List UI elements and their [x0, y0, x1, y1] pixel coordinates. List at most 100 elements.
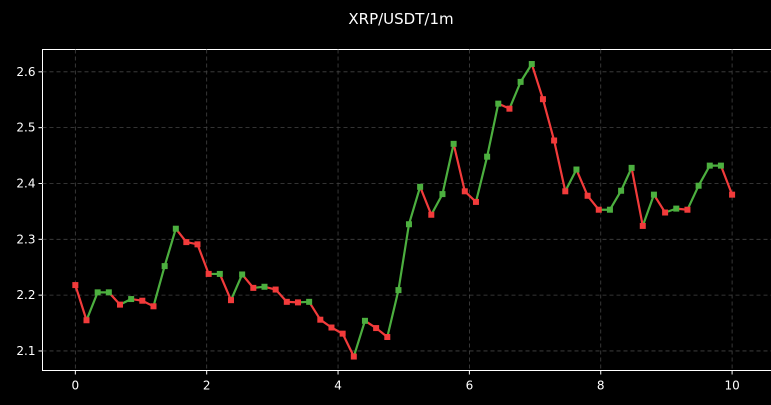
data-point: [283, 298, 290, 305]
data-point: [639, 222, 646, 229]
data-point: [650, 191, 657, 198]
data-point: [573, 166, 580, 173]
data-point: [239, 271, 246, 278]
y-tick-label: 2.2: [16, 288, 35, 302]
line-segment: [686, 184, 700, 211]
data-point: [439, 191, 446, 198]
line-segment: [641, 193, 656, 228]
data-point: [528, 61, 535, 68]
data-point: [684, 206, 691, 213]
data-point: [717, 162, 724, 169]
data-point: [261, 283, 268, 290]
y-tick-label: 2.3: [16, 232, 35, 246]
data-point: [116, 301, 123, 308]
line-segment: [386, 289, 400, 339]
data-point: [384, 334, 391, 341]
line-segment: [85, 291, 99, 322]
chart-title: XRP/USDT/1m: [348, 10, 453, 28]
data-point: [317, 316, 324, 323]
data-point: [373, 325, 380, 332]
data-point: [461, 188, 468, 195]
data-point: [105, 289, 112, 296]
line-segment: [152, 265, 166, 308]
line-segment: [508, 80, 522, 110]
data-point: [628, 164, 635, 171]
data-point: [328, 324, 335, 331]
y-tick-label: 2.5: [16, 121, 35, 135]
data-point: [450, 140, 457, 147]
line-segment: [229, 273, 244, 302]
data-point: [551, 137, 558, 144]
line-segment: [74, 283, 88, 322]
data-point: [662, 209, 669, 216]
line-segment: [163, 227, 177, 268]
data-point: [139, 297, 146, 304]
line-segment: [486, 102, 500, 158]
data-point: [227, 297, 234, 304]
series-points: [72, 61, 736, 360]
y-tick-label: 2.6: [16, 65, 35, 79]
line-segment: [719, 164, 734, 196]
line-segment: [441, 142, 455, 196]
data-point: [405, 221, 412, 228]
data-point: [618, 187, 625, 194]
x-tick-label: 0: [72, 379, 80, 393]
line-segment: [452, 142, 466, 193]
data-point: [161, 263, 168, 270]
x-tick-label: 10: [724, 379, 739, 393]
data-point: [216, 270, 223, 277]
y-axis: 2.1 2.2 2.3 2.4 2.5 2.6: [16, 65, 43, 358]
x-tick-label: 6: [466, 379, 474, 393]
line-segment: [218, 272, 233, 302]
data-point: [172, 225, 179, 232]
data-point: [294, 299, 301, 306]
data-point: [194, 241, 201, 248]
line-segment: [575, 168, 589, 197]
data-point: [729, 191, 736, 198]
data-point: [595, 206, 602, 213]
data-point: [562, 188, 569, 195]
data-point: [706, 162, 713, 169]
line-segment: [630, 166, 644, 228]
line-segment: [697, 164, 711, 187]
line-segment: [553, 139, 567, 193]
data-point: [472, 198, 479, 205]
data-point: [395, 287, 402, 294]
data-point: [484, 153, 491, 160]
line-segment: [530, 62, 545, 101]
line-segment: [620, 166, 633, 192]
x-tick-label: 4: [334, 379, 342, 393]
line-segment: [430, 192, 444, 216]
x-axis: 0 2 4 6 8 10: [72, 370, 740, 393]
data-point: [339, 330, 346, 337]
line-segment: [419, 185, 433, 216]
line-segment: [541, 98, 556, 142]
data-point: [83, 317, 90, 324]
line-segment: [397, 223, 411, 292]
data-point: [150, 303, 157, 310]
data-point: [205, 270, 212, 277]
data-point: [495, 100, 502, 107]
line-segment: [352, 319, 367, 358]
data-point: [183, 239, 190, 246]
data-point: [306, 298, 313, 305]
data-point: [361, 317, 368, 324]
data-point: [539, 96, 546, 103]
data-point: [94, 289, 101, 296]
data-point: [417, 183, 424, 190]
grid: [42, 49, 771, 371]
line-segment: [474, 155, 489, 204]
data-point: [350, 353, 357, 360]
line-segment: [407, 185, 422, 226]
data-point: [673, 205, 680, 212]
data-point: [72, 282, 79, 289]
y-tick-label: 2.1: [16, 344, 35, 358]
x-tick-label: 2: [203, 379, 211, 393]
line-segment: [564, 168, 578, 193]
data-point: [506, 105, 513, 112]
data-point: [428, 211, 435, 218]
data-point: [128, 296, 135, 303]
line-segment: [608, 189, 623, 211]
plot-area: [42, 49, 771, 371]
